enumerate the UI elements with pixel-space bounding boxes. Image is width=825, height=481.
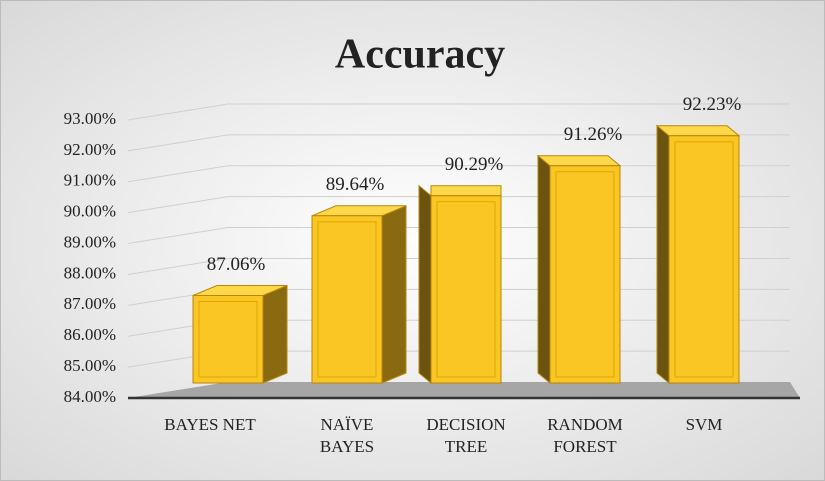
y-tick-label: 90.00% (64, 202, 116, 221)
bar-side (537, 154, 551, 385)
y-tick-label: 92.00% (64, 140, 116, 159)
bar-top (655, 125, 741, 137)
bar-front (430, 195, 502, 384)
x-tick-label: DECISION TREE (426, 415, 506, 456)
grid-line (127, 134, 790, 152)
bar (536, 154, 622, 385)
value-label: 90.29% (445, 154, 504, 175)
bar-top (536, 155, 622, 167)
grid-line (127, 103, 790, 121)
y-tick-label: 84.00% (64, 387, 116, 406)
bar (192, 284, 288, 384)
bar-side (418, 184, 432, 385)
bar-highlight (674, 141, 734, 378)
floor (128, 382, 800, 398)
x-tick-label: SVM (685, 415, 723, 434)
value-label: 87.06% (207, 254, 266, 275)
x-tick-label: NAÏVE BAYES (319, 415, 375, 456)
bar-highlight (436, 201, 496, 378)
y-tick-label: 88.00% (64, 263, 116, 282)
bar-side (381, 205, 407, 384)
y-tick-label: 91.00% (64, 171, 116, 190)
value-label: 92.23% (683, 94, 742, 115)
y-tick-label: 85.00% (64, 356, 116, 375)
y-tick-label: 86.00% (64, 325, 116, 344)
bar-highlight (317, 221, 377, 378)
bar-side (262, 284, 288, 384)
bar-top (430, 185, 502, 197)
bar (655, 124, 741, 385)
bar (418, 184, 502, 385)
bar-highlight (555, 171, 615, 378)
y-tick-label: 87.00% (64, 294, 116, 313)
bar-highlight (198, 300, 258, 378)
value-label: 89.64% (326, 174, 385, 195)
bar-front (668, 135, 740, 384)
bar-front (311, 215, 383, 384)
y-tick-label: 93.00% (64, 109, 116, 128)
y-tick-label: 89.00% (64, 232, 116, 251)
value-label: 91.26% (564, 124, 623, 145)
x-tick-label: RANDOM FOREST (547, 415, 623, 456)
bar-side (656, 124, 670, 385)
bar-front (192, 294, 264, 384)
bar (311, 205, 407, 384)
bar-front (549, 165, 621, 384)
chart-title: Accuracy (335, 32, 505, 78)
x-tick-label: BAYES NET (164, 415, 256, 434)
